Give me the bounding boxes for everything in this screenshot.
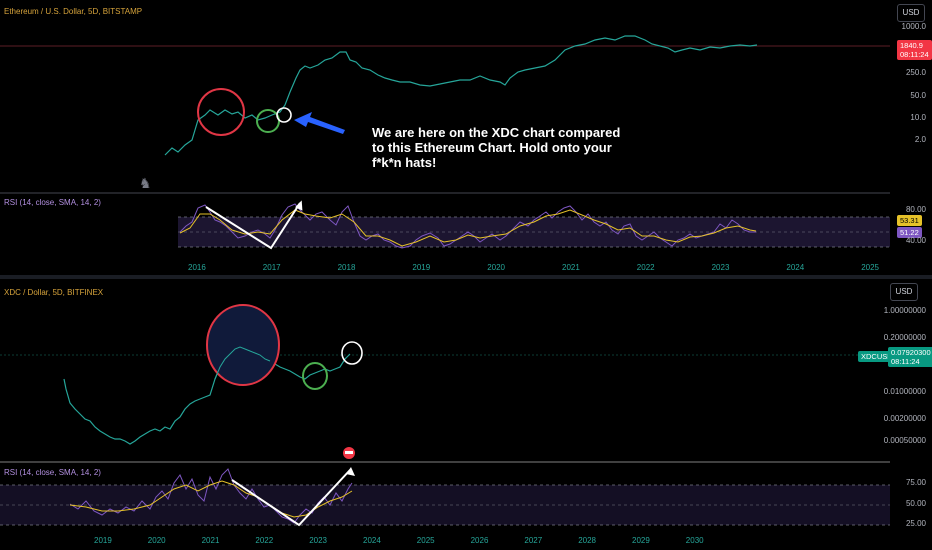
eth-y-tick-2: 2.0 [914, 135, 926, 144]
eth-rsi-tick-40: 40.00 [905, 236, 926, 245]
eth-price-tag: 1840.9 08:11:24 [897, 40, 932, 60]
xdc-x-tick-2030: 2030 [685, 536, 704, 545]
eth-y-tick-10: 10.0 [910, 113, 926, 122]
xdc-price-time: 08:11:24 [891, 357, 920, 366]
xdc-rsi-title: RSI (14, close, SMA, 14, 2) [4, 468, 101, 477]
xdc-red-circle-annotation [206, 304, 280, 386]
eth-price-time: 08:11:24 [900, 50, 929, 59]
eth-x-tick-2025: 2025 [861, 263, 879, 272]
xdc-x-tick-2029: 2029 [632, 536, 650, 545]
xdc-x-tick-2023: 2023 [309, 536, 327, 545]
white-circle-annotation [276, 107, 292, 123]
eth-chart-pane[interactable]: ♞ Ethereum / U.S. Dollar, 5D, BITSTAMP U… [0, 0, 932, 275]
xdc-x-tick-2024: 2024 [363, 536, 381, 545]
eth-x-tick-2022: 2022 [636, 263, 655, 272]
eth-y-tick-250: 250.0 [905, 68, 926, 77]
eth-x-tick-2023: 2023 [711, 263, 730, 272]
eth-x-tick-2016: 2016 [188, 263, 206, 272]
eth-rsi-title: RSI (14, close, SMA, 14, 2) [4, 198, 101, 207]
blue-arrow-annotation [294, 112, 345, 134]
red-circle-annotation [197, 88, 245, 136]
xdc-price-value: 0.07920300 [891, 348, 931, 357]
xdc-price-series [63, 346, 351, 445]
eth-price-value: 1840.9 [900, 41, 923, 50]
eth-y-tick-1000: 1000.0 [901, 22, 926, 31]
eth-rsi-value-a: 53.31 [897, 215, 922, 226]
eth-rsi-sma [179, 209, 757, 247]
eth-x-tick-2019: 2019 [412, 263, 431, 272]
eth-x-tick-2020: 2020 [487, 263, 505, 272]
xdc-y-tick-0.01: 0.01000000 [883, 387, 926, 396]
xdc-rsi-v-annotation [231, 469, 351, 527]
xdc-x-tick-2022: 2022 [255, 536, 274, 545]
xdc-rsi-tick-25: 25.00 [905, 519, 926, 528]
eth-x-tick-2017: 2017 [262, 263, 281, 272]
xdc-chart-pane[interactable]: XDC / Dollar, 5D, BITFINEX USD 1.0000000… [0, 279, 932, 550]
xdc-x-tick-2020: 2020 [147, 536, 166, 545]
xdc-chart-svg [0, 304, 890, 527]
xdc-y-tick-0.2: 0.20000000 [883, 333, 926, 342]
eth-price-series [164, 35, 758, 156]
eth-chart-title: Ethereum / U.S. Dollar, 5D, BITSTAMP [4, 7, 143, 16]
eth-rsi-line [179, 203, 756, 249]
xdc-y-tick-0.002: 0.00200000 [883, 414, 926, 423]
green-circle-annotation [256, 109, 280, 133]
xdc-rsi-tick-75: 75.00 [905, 478, 926, 487]
xdc-y-tick-1: 1.00000000 [883, 306, 926, 315]
xdc-price-tag: 0.07920300 08:11:24 [888, 347, 932, 367]
eth-y-tick-50: 50.0 [910, 91, 926, 100]
xdc-chart-title: XDC / Dollar, 5D, BITFINEX [4, 288, 104, 297]
xdc-symbol-tag: XDCUSD [858, 351, 896, 362]
eth-x-tick-2024: 2024 [786, 263, 805, 272]
eth-rsi-tick-80: 80.00 [905, 205, 926, 214]
eth-chart-svg: ♞ [0, 35, 890, 250]
xdc-white-circle-annotation [341, 341, 363, 365]
eth-x-tick-2021: 2021 [562, 263, 580, 272]
xdc-x-tick-2027: 2027 [524, 536, 543, 545]
xdc-y-tick-0.0005: 0.00050000 [883, 436, 926, 445]
xdc-x-tick-2019: 2019 [94, 536, 112, 545]
xdc-x-tick-2026: 2026 [470, 536, 489, 545]
eth-rsi-value-b: 51.22 [897, 227, 922, 238]
eth-rsi-v-annotation [205, 202, 301, 250]
xdc-currency-button[interactable]: USD [890, 283, 918, 301]
xdc-green-circle-annotation [302, 362, 328, 390]
eth-x-tick-2018: 2018 [337, 263, 356, 272]
annotation-text: We are here on the XDC chart compared to… [372, 125, 621, 170]
xdc-x-tick-2028: 2028 [578, 536, 596, 545]
xdc-rsi-tick-50: 50.00 [905, 499, 926, 508]
xdc-x-tick-2021: 2021 [201, 536, 220, 545]
logo-icon: ♞ [139, 176, 152, 192]
eth-currency-button[interactable]: USD [897, 4, 925, 22]
xdc-x-tick-2025: 2025 [416, 536, 435, 545]
